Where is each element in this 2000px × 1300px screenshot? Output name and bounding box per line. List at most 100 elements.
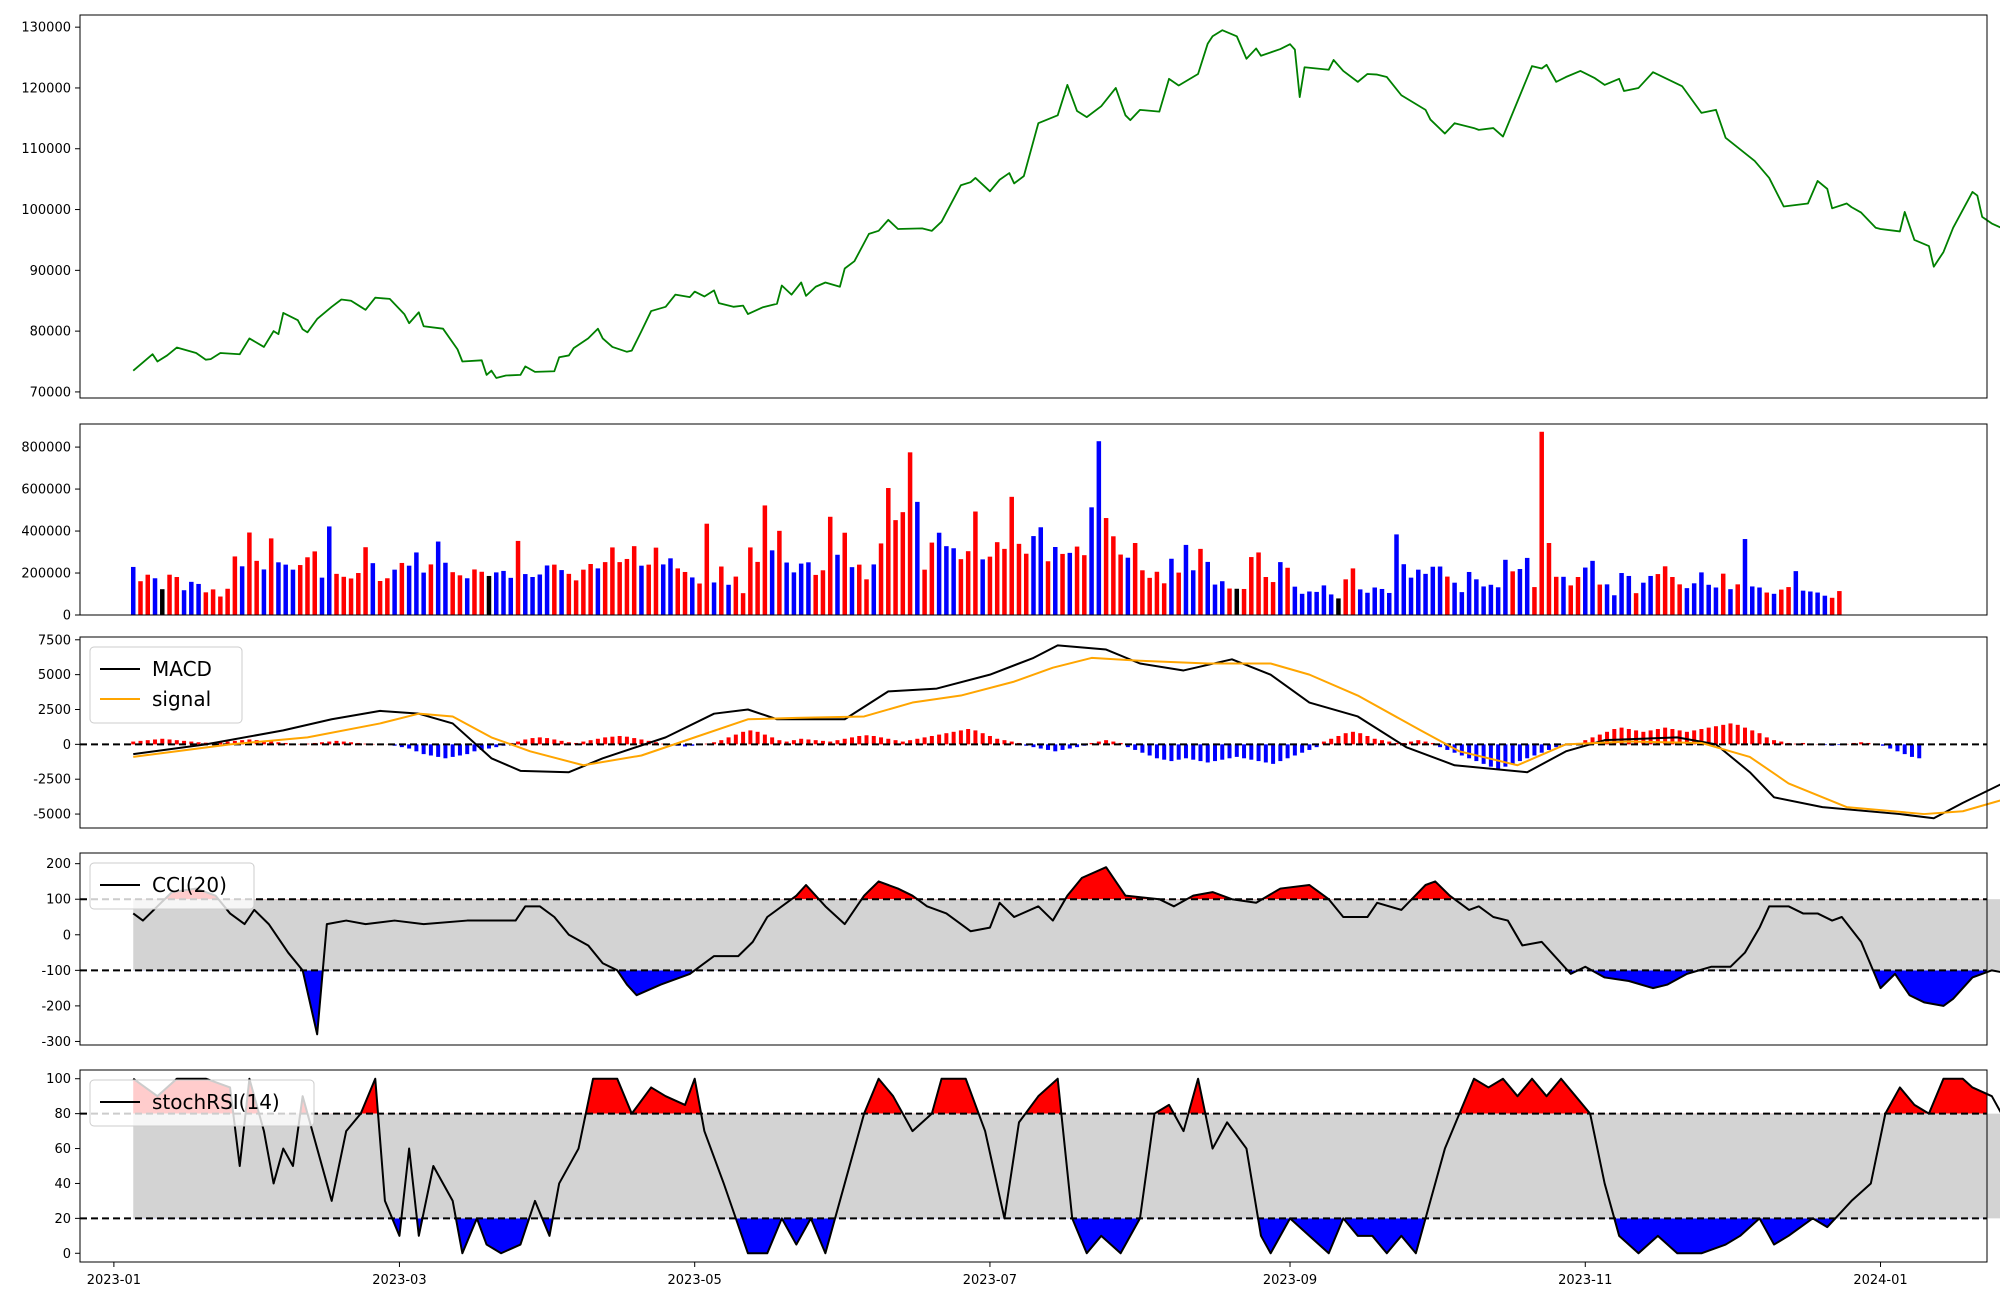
volume-bar [1590, 560, 1595, 615]
volume-bar [798, 563, 804, 615]
macd-hist-bar [958, 730, 963, 745]
volume-bar [1343, 579, 1348, 615]
volume-bar [1299, 593, 1305, 615]
macd-hist-bar [704, 743, 709, 745]
volume-bar [1539, 431, 1544, 615]
volume-bar [1161, 583, 1167, 615]
price-ytick-label: 100000 [21, 203, 71, 218]
volume-bar [1227, 588, 1232, 615]
macd-hist-bar [966, 729, 971, 745]
cci-line [132, 866, 2000, 1036]
volume-bar [1205, 561, 1210, 615]
macd-hist-bar [138, 740, 143, 745]
macd-series-signal [133, 656, 2000, 816]
volume-bar [1561, 576, 1566, 615]
macd-hist-bar [174, 740, 179, 745]
volume-bar [617, 562, 622, 615]
volume-bar [1408, 577, 1414, 615]
volume-bar [435, 541, 441, 615]
volume-bar [864, 579, 869, 615]
macd-hist-bar [820, 740, 825, 745]
macd-hist-bar [1750, 730, 1755, 745]
macd-hist-bar [1721, 724, 1726, 745]
macd-hist-bar [283, 742, 288, 745]
volume-bar [297, 565, 303, 615]
volume-bar [1684, 588, 1690, 615]
macd-hist-bar [225, 741, 230, 745]
volume-bar [1336, 598, 1341, 615]
volume-bar [174, 577, 180, 615]
volume-bar [1481, 586, 1486, 615]
macd-hist-bar [1379, 740, 1384, 745]
macd-hist-bar [1278, 744, 1283, 762]
macd-hist-bar [1525, 744, 1530, 759]
volume-bar [196, 583, 201, 615]
macd-hist-bar [1583, 740, 1588, 745]
volume-bar [1147, 577, 1152, 615]
macd-hist-bar [879, 737, 884, 745]
volume-bar [494, 572, 499, 615]
volume-bar [1270, 582, 1276, 615]
volume-bar [1212, 584, 1218, 615]
volume-bar [1082, 555, 1087, 615]
macd-hist-bar [1764, 737, 1769, 745]
stochrsi-overbought-fill [133, 1078, 1987, 1114]
macd-hist-bar [1728, 723, 1733, 745]
macd-hist-bar [733, 734, 738, 745]
volume-bar [1045, 561, 1051, 615]
macd-hist-bar [1772, 740, 1777, 745]
stochrsi-ytick-label: 20 [54, 1212, 71, 1227]
macd-hist-bar [566, 742, 571, 745]
volume-bar [842, 532, 847, 615]
volume-bar [1074, 546, 1080, 615]
macd-hist-bar [850, 737, 854, 745]
macd-hist-bar [871, 735, 876, 745]
macd-series-macd [133, 644, 2000, 820]
volume-bar [1503, 559, 1508, 615]
volume-bar [1067, 552, 1073, 615]
macd-hist-bar [1031, 744, 1036, 748]
volume-bar [1699, 572, 1704, 615]
volume-bar [1662, 566, 1668, 615]
volume-bar [1437, 566, 1443, 615]
volume-bar [588, 564, 593, 615]
macd-hist-bar [1176, 744, 1181, 760]
macd-hist-bar [719, 740, 724, 745]
volume-bar [1256, 552, 1261, 615]
macd-hist-bar [479, 744, 484, 750]
macd-hist-bar [893, 740, 898, 745]
volume-bar [414, 552, 419, 615]
volume-bar [1002, 548, 1007, 615]
macd-hist-bar [1692, 730, 1697, 745]
stochrsi-line [132, 1077, 2000, 1255]
macd-hist-bar [1183, 744, 1188, 759]
x-tick-label: 2023-03 [372, 1273, 426, 1288]
macd-legend [89, 646, 243, 724]
macd-hist-bar [1104, 740, 1109, 745]
x-tick-label: 2023-01 [87, 1273, 141, 1288]
volume-bar [1198, 548, 1203, 615]
volume-bar [130, 566, 136, 615]
volume-bar [922, 569, 927, 615]
volume-bar [965, 551, 971, 615]
price-ytick-label: 90000 [30, 264, 71, 279]
macd-hist-bar [232, 740, 237, 745]
volume-bar [225, 588, 230, 615]
volume-bar [697, 583, 702, 615]
volume-bar [711, 582, 717, 615]
volume-bar [1111, 536, 1116, 615]
volume-bar [1096, 441, 1102, 615]
macd-hist-bar [1532, 744, 1537, 756]
macd-hist-bar [1706, 727, 1711, 745]
price-border [79, 14, 1988, 399]
volume-bar [1466, 571, 1472, 615]
macd-hist-bar [1198, 744, 1203, 762]
macd-ytick-label: 0 [63, 738, 71, 753]
macd-hist-bar [1358, 733, 1363, 745]
volume-bar [1597, 584, 1603, 615]
volume-bar [464, 578, 470, 615]
volume-bar [290, 569, 296, 615]
volume-bar [138, 581, 143, 615]
volume-bar [690, 577, 695, 615]
macd-hist-bar [1684, 731, 1689, 745]
